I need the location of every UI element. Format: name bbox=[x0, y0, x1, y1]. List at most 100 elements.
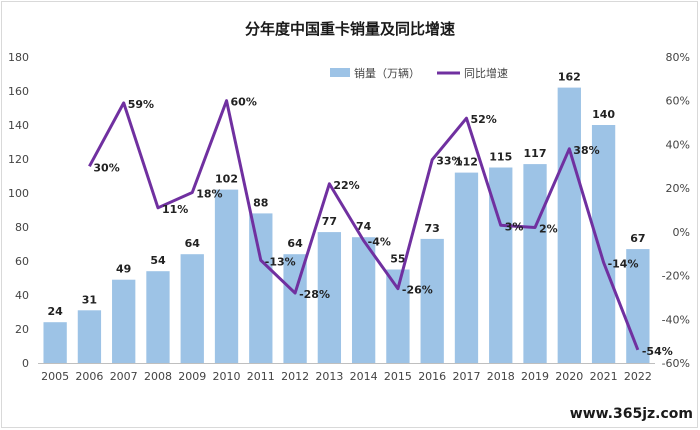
right-tick-label: -20% bbox=[662, 270, 690, 283]
left-tick-label: 180 bbox=[8, 51, 29, 64]
right-tick-label: 20% bbox=[666, 182, 690, 195]
bar bbox=[420, 238, 444, 363]
growth-value-label: 60% bbox=[231, 96, 257, 109]
bar-value-label: 31 bbox=[82, 293, 97, 306]
bar bbox=[146, 271, 170, 363]
right-tick-label: -40% bbox=[662, 313, 690, 326]
x-tick-label: 2015 bbox=[384, 370, 412, 383]
left-tick-label: 20 bbox=[15, 323, 29, 336]
x-tick-label: 2008 bbox=[144, 370, 172, 383]
x-tick-label: 2019 bbox=[521, 370, 549, 383]
growth-value-label: 18% bbox=[196, 188, 222, 201]
bar-value-label: 162 bbox=[558, 71, 581, 84]
bar-value-label: 74 bbox=[356, 220, 372, 233]
growth-value-label: 11% bbox=[162, 203, 188, 216]
bar bbox=[249, 213, 273, 363]
left-tick-label: 100 bbox=[8, 187, 29, 200]
x-tick-label: 2006 bbox=[75, 370, 103, 383]
left-tick-label: 120 bbox=[8, 153, 29, 166]
bar bbox=[43, 322, 67, 363]
growth-value-label: 38% bbox=[573, 144, 599, 157]
bar-value-label: 102 bbox=[215, 173, 238, 186]
bar-value-label: 24 bbox=[47, 305, 63, 318]
x-tick-label: 2005 bbox=[41, 370, 69, 383]
right-tick-label: 80% bbox=[666, 51, 690, 64]
bar bbox=[557, 87, 581, 363]
right-tick-label: 60% bbox=[666, 95, 690, 108]
bar-value-label: 49 bbox=[116, 263, 131, 276]
left-axis: 0 20 40 60 80 100 120 140 160 180 bbox=[8, 51, 29, 370]
bar bbox=[489, 167, 513, 363]
growth-value-label: 59% bbox=[128, 98, 154, 111]
growth-value-label: -13% bbox=[265, 255, 296, 268]
right-tick-label: 0% bbox=[673, 226, 690, 239]
bar-value-label: 55 bbox=[390, 253, 405, 266]
growth-value-label: -26% bbox=[402, 284, 433, 297]
x-tick-label: 2010 bbox=[213, 370, 241, 383]
bar-value-label: 88 bbox=[253, 196, 268, 209]
growth-value-label: 30% bbox=[93, 161, 119, 174]
bar-value-label: 115 bbox=[489, 151, 512, 164]
growth-value-label: 2% bbox=[539, 222, 558, 235]
bar-value-label: 73 bbox=[425, 222, 440, 235]
left-tick-label: 80 bbox=[15, 221, 29, 234]
bar bbox=[283, 254, 307, 363]
bar bbox=[214, 189, 239, 363]
bar-value-label: 140 bbox=[592, 108, 615, 121]
bar bbox=[454, 172, 479, 363]
bar-value-label: 67 bbox=[630, 232, 645, 245]
legend-swatch-sales bbox=[330, 68, 350, 77]
left-tick-label: 60 bbox=[15, 255, 29, 268]
bar-value-label: 64 bbox=[185, 237, 201, 250]
growth-line-path bbox=[88, 99, 640, 351]
bar-value-label: 117 bbox=[524, 147, 547, 160]
growth-value-label: -28% bbox=[299, 288, 330, 301]
growth-value-label: -14% bbox=[608, 257, 639, 270]
bar bbox=[77, 310, 102, 363]
legend-label-growth: 同比增速 bbox=[464, 66, 508, 80]
growth-value-label: 52% bbox=[470, 113, 496, 126]
right-axis: -60% -40% -20% 0% 20% 40% 60% 80% bbox=[662, 51, 690, 370]
x-tick-label: 2012 bbox=[281, 370, 309, 383]
chart-title: 分年度中国重卡销量及同比增速 bbox=[245, 20, 455, 38]
watermark: www.365jz.com bbox=[570, 406, 693, 422]
legend: 销量（万辆） 同比增速 bbox=[330, 66, 508, 80]
bar-value-label: 112 bbox=[455, 156, 478, 169]
bar bbox=[386, 269, 410, 363]
x-axis: 2005 2006 2007 2008 2009 2010 2011 2012 2013 2014… bbox=[38, 363, 655, 383]
bar-value-label: 64 bbox=[287, 237, 303, 250]
bar-value-label: 54 bbox=[150, 254, 166, 267]
growth-value-label: 22% bbox=[333, 179, 359, 192]
left-tick-label: 160 bbox=[8, 85, 29, 98]
bar-value-label: 77 bbox=[322, 215, 337, 228]
x-tick-label: 2009 bbox=[178, 370, 206, 383]
left-tick-label: 0 bbox=[22, 357, 29, 370]
bar bbox=[591, 125, 616, 363]
right-tick-label: 40% bbox=[666, 138, 690, 151]
growth-value-label: 33% bbox=[436, 155, 462, 168]
x-tick-label: 2016 bbox=[418, 370, 446, 383]
bar bbox=[351, 237, 376, 363]
growth-line bbox=[88, 99, 640, 351]
bar-labels: 24 31 49 54 64 102 88 64 77 74 55 73 112 115 117 162 140… bbox=[47, 71, 645, 319]
bar bbox=[112, 279, 136, 363]
x-tick-label: 2020 bbox=[555, 370, 583, 383]
left-tick-label: 140 bbox=[8, 119, 29, 132]
x-tick-label: 2018 bbox=[487, 370, 515, 383]
bars bbox=[43, 87, 650, 363]
growth-value-label: -54% bbox=[642, 345, 673, 358]
legend-label-sales: 销量（万辆） bbox=[354, 66, 420, 80]
x-tick-label: 2022 bbox=[624, 370, 652, 383]
right-tick-label: -60% bbox=[662, 357, 690, 370]
x-tick-label: 2017 bbox=[452, 370, 480, 383]
growth-labels: 30% 59% 11% 18% 60% -13% -28% 22% -4% -26% 33% 52% 3… bbox=[93, 96, 672, 358]
x-tick-label: 2021 bbox=[590, 370, 618, 383]
growth-value-label: -4% bbox=[368, 236, 391, 249]
bar bbox=[180, 254, 204, 363]
bar bbox=[317, 232, 342, 363]
bar bbox=[523, 164, 547, 363]
x-tick-label: 2007 bbox=[110, 370, 138, 383]
x-tick-label: 2014 bbox=[350, 370, 378, 383]
growth-value-label: 3% bbox=[505, 220, 524, 233]
